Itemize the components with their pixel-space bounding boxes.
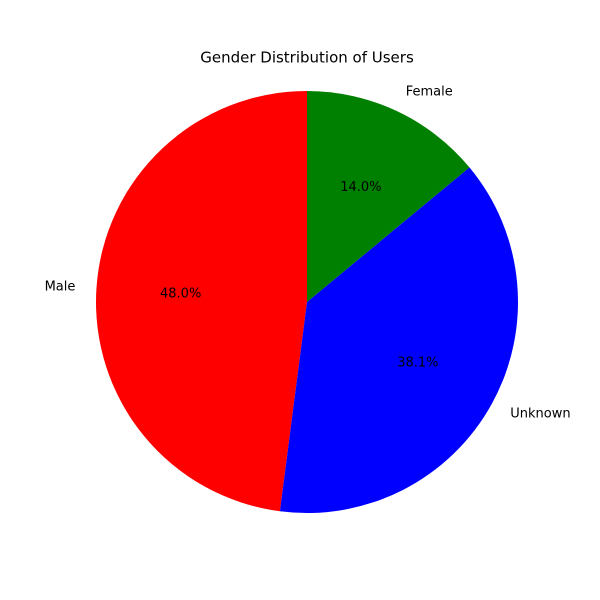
value-label: 14.0% [340, 180, 381, 195]
value-label: 38.1% [397, 356, 438, 371]
slice-label: Male [45, 280, 76, 295]
value-label: 48.0% [160, 286, 201, 301]
pie-slice [96, 91, 307, 512]
pie-slice [307, 91, 470, 302]
chart-title: Gender Distribution of Users [200, 49, 414, 67]
pie-slice [279, 167, 519, 513]
slice-label: Female [406, 84, 453, 99]
slice-label: Unknown [510, 407, 570, 422]
